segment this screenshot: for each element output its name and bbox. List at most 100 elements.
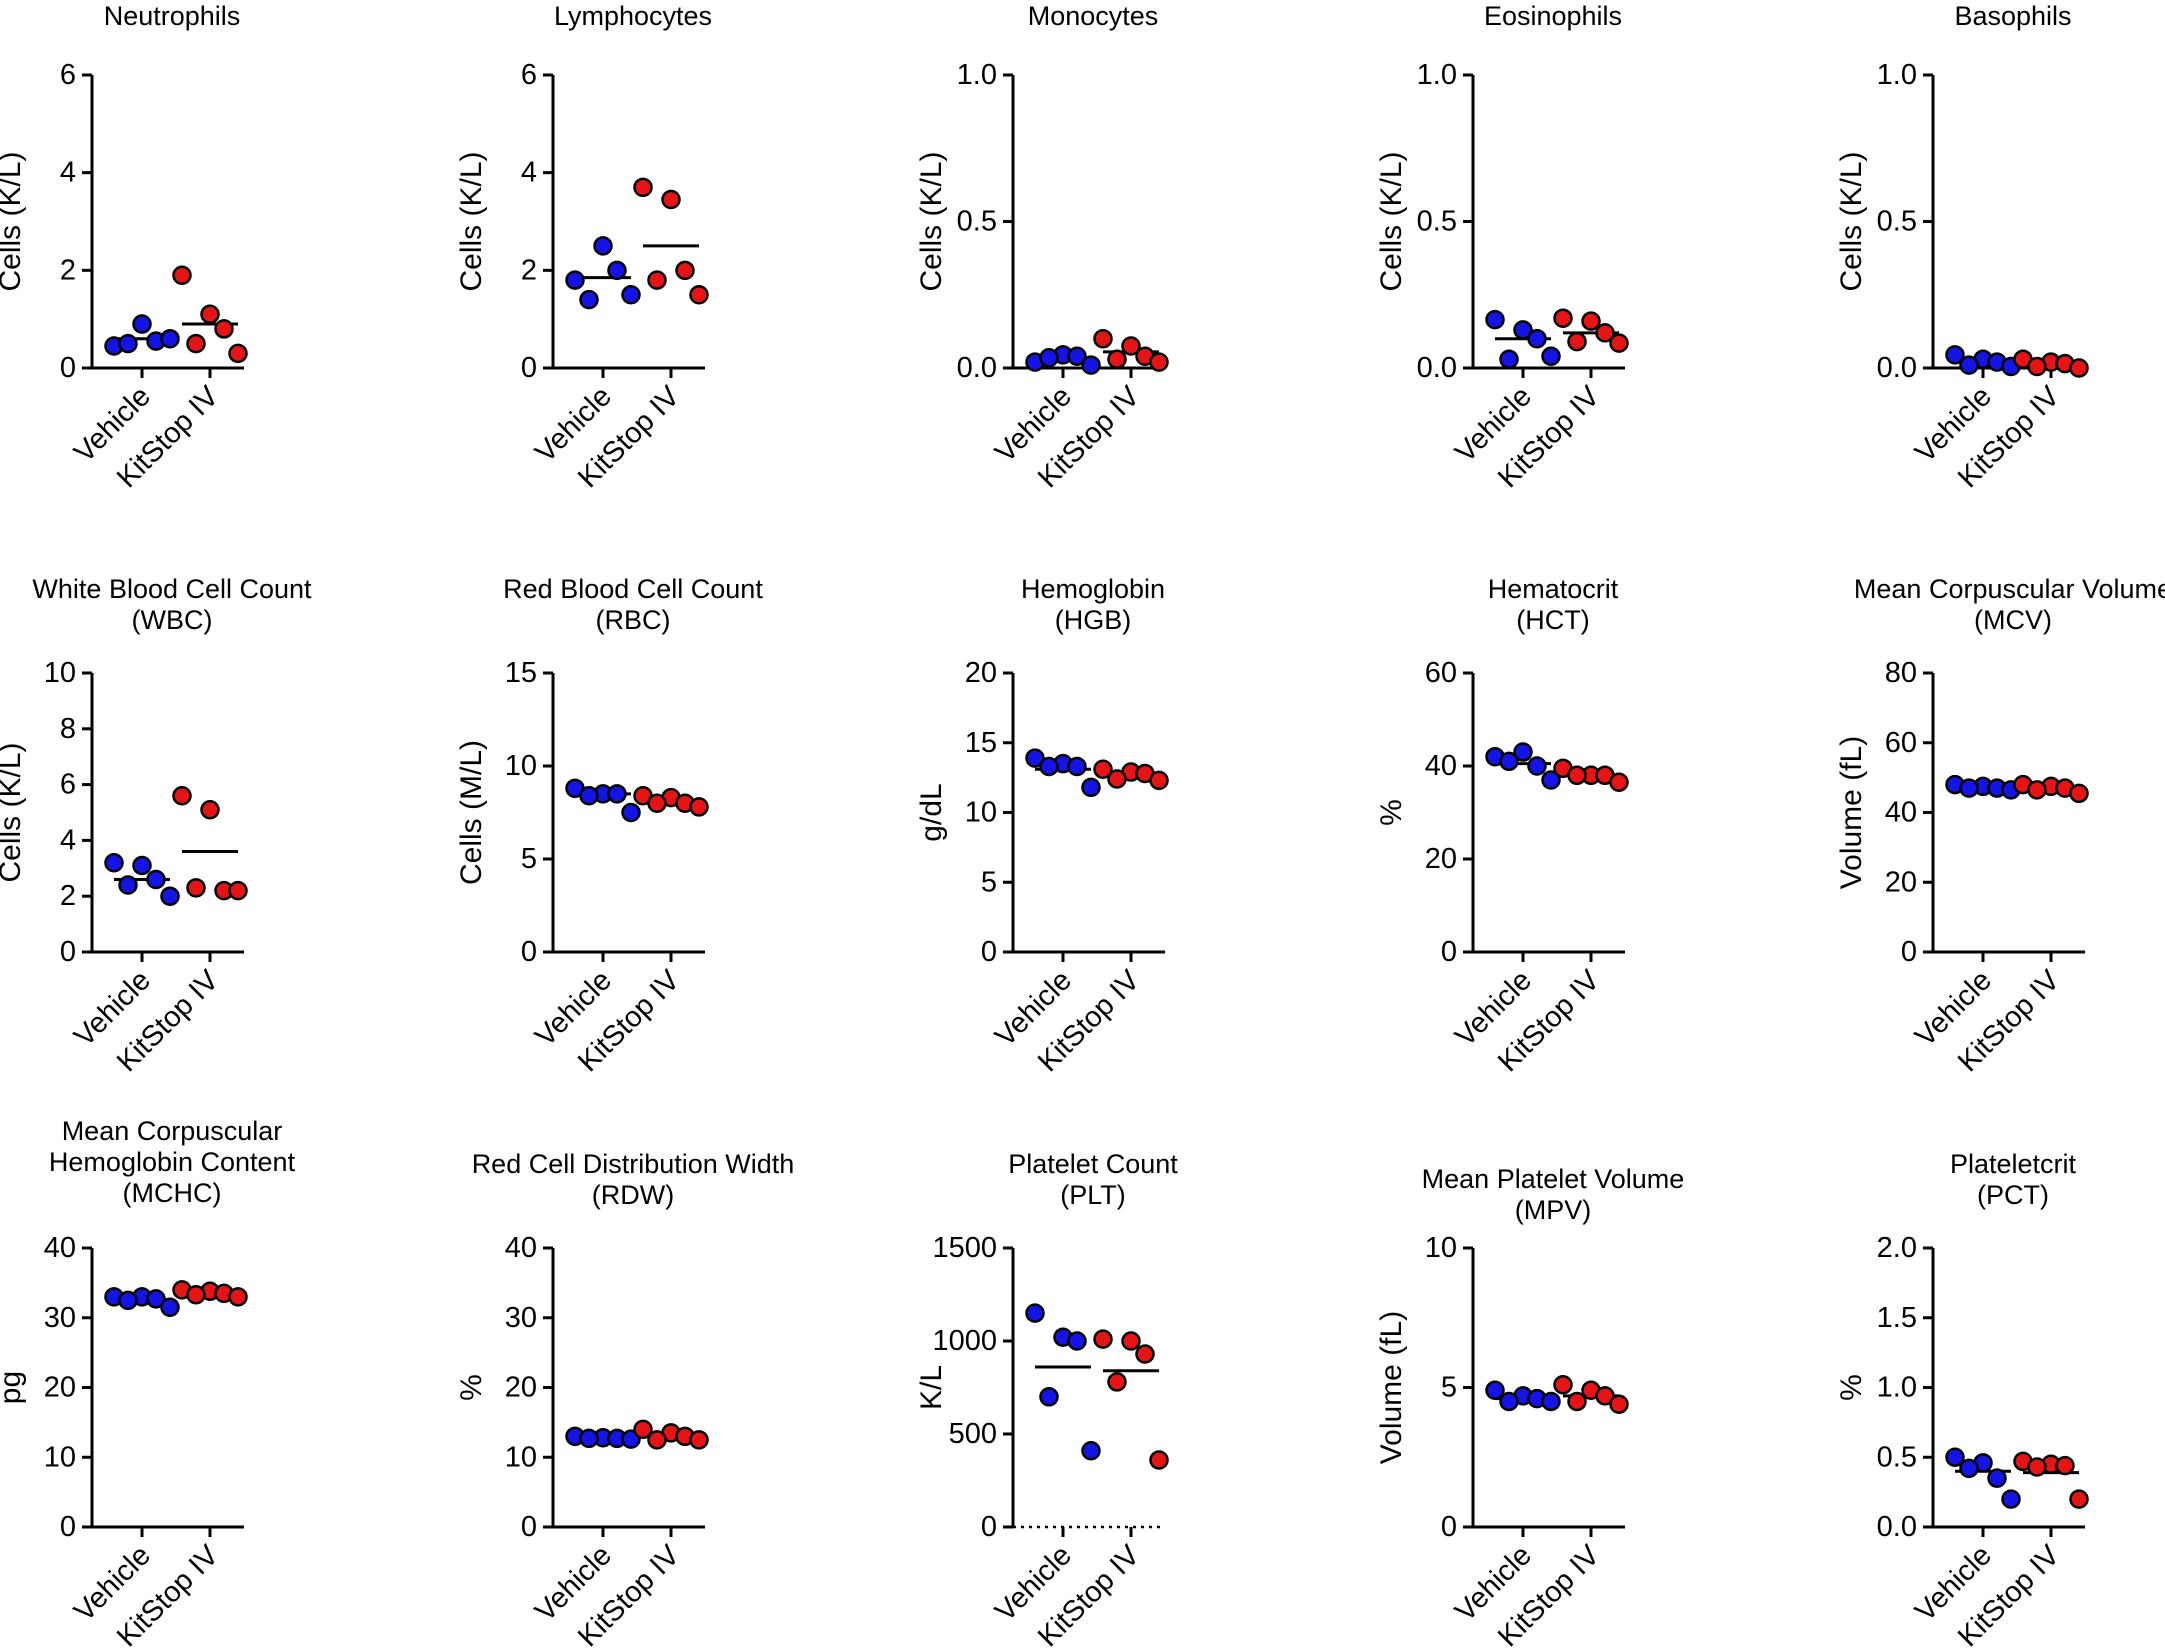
y-tick-label: 15	[965, 727, 997, 759]
y-tick-label: 0	[521, 352, 537, 384]
y-tick-label: 6	[60, 59, 76, 91]
data-point	[1609, 772, 1629, 793]
panel-title-line: Monocytes	[1028, 1, 1159, 31]
data-point	[1567, 765, 1587, 786]
y-axis-label: %	[455, 1374, 488, 1401]
y-tick-label: 500	[949, 1418, 997, 1450]
data-point	[200, 799, 220, 820]
data-point	[633, 177, 653, 198]
panel-8: Hemoglobin(HGB)g/dL05101520VehicleKitSto…	[915, 574, 1169, 1078]
y-axis-label: g/dL	[915, 783, 948, 841]
data-point	[1485, 1380, 1505, 1401]
y-tick-label: 0.5	[1877, 206, 1917, 238]
data-point	[593, 236, 613, 256]
y-axis-label: Cells (M/L)	[455, 740, 488, 885]
data-point	[186, 878, 206, 898]
data-point	[1107, 349, 1127, 369]
data-point	[1609, 333, 1629, 353]
y-tick-label: 4	[60, 824, 76, 856]
data-point	[228, 1287, 248, 1307]
data-point	[579, 786, 599, 806]
data-point	[565, 270, 585, 290]
data-point	[1595, 323, 1615, 343]
data-point	[1527, 756, 1547, 776]
y-tick-label: 40	[1885, 797, 1917, 829]
y-tick-label: 20	[44, 1372, 76, 1404]
data-point	[1595, 1386, 1615, 1406]
data-point	[160, 328, 180, 349]
y-tick-label: 80	[1885, 657, 1917, 689]
y-tick-label: 10	[505, 1441, 537, 1473]
y-axis-label: Volume (fL)	[1375, 1311, 1408, 1464]
y-tick-label: 10	[505, 750, 537, 782]
panel-13: Platelet Count(PLT)K/L050010001500Vehicl…	[915, 1149, 1178, 1649]
panel-title-line: Eosinophils	[1484, 1, 1622, 31]
data-point	[1107, 1372, 1127, 1392]
data-point	[621, 802, 641, 823]
data-point	[1945, 1447, 1965, 1467]
data-point	[579, 289, 599, 310]
panel-title-line: Mean Corpuscular Volume	[1854, 574, 2165, 604]
data-point	[1039, 1387, 1059, 1407]
y-tick-label: 40	[44, 1232, 76, 1264]
data-point	[228, 880, 248, 901]
panel-title-line: Plateletcrit	[1950, 1149, 2077, 1179]
y-tick-label: 40	[1425, 750, 1457, 782]
data-point	[1499, 1391, 1519, 1412]
y-tick-label: 0	[1441, 936, 1457, 968]
data-point	[621, 285, 641, 305]
data-point	[1959, 1458, 1979, 1479]
data-point	[160, 886, 180, 906]
data-point	[1581, 311, 1601, 331]
data-point	[689, 1430, 709, 1450]
panel-title-line: Hemoglobin Content	[49, 1147, 296, 1177]
y-tick-label: 5	[521, 843, 537, 875]
y-tick-label: 10	[965, 797, 997, 829]
data-point	[1553, 1374, 1573, 1395]
data-point	[2027, 1457, 2047, 1477]
y-tick-label: 20	[1885, 866, 1917, 898]
panel-12: Red Cell Distribution Width(RDW)% 0 10 20 30…	[455, 1149, 794, 1649]
data-point	[689, 285, 709, 305]
data-point	[1499, 751, 1519, 772]
panel-15: Plateletcrit(PCT)%0.00.51.01.52.0Vehicle…	[1835, 1149, 2089, 1649]
data-point	[1121, 1331, 1141, 1351]
y-tick-label: 20	[965, 657, 997, 689]
data-point	[146, 1289, 166, 1309]
data-point	[214, 319, 234, 339]
y-tick-label: 0	[60, 352, 76, 384]
data-point	[1025, 1303, 1045, 1323]
data-point	[1067, 756, 1087, 777]
y-tick-label: 6	[60, 769, 76, 801]
data-point	[607, 784, 627, 804]
data-point	[186, 1284, 206, 1305]
data-point	[1485, 309, 1505, 330]
data-point	[675, 260, 695, 281]
data-point	[2055, 1455, 2075, 1476]
data-point	[118, 1290, 138, 1311]
panel-title-line: Neutrophils	[104, 1, 241, 31]
data-point	[146, 869, 166, 890]
data-point	[1149, 352, 1169, 372]
data-point	[2001, 1489, 2021, 1509]
data-point	[118, 875, 138, 895]
data-point	[1081, 355, 1101, 375]
data-point	[132, 314, 152, 334]
y-axis-label: Cells (K/L)	[455, 151, 488, 291]
data-point	[172, 786, 192, 806]
data-point	[1609, 1394, 1629, 1414]
y-tick-label: 15	[505, 657, 537, 689]
data-point	[1553, 308, 1573, 328]
y-tick-label: 0	[60, 936, 76, 968]
data-point	[647, 1430, 667, 1450]
data-point	[633, 1419, 653, 1440]
y-tick-label: 1.0	[957, 59, 997, 91]
y-tick-label: 10	[44, 657, 76, 689]
data-point	[228, 343, 248, 364]
panel-14: Mean Platelet Volume(MPV) Volume (fL) 0 5 10…	[1375, 1164, 1684, 1649]
panel-title-line: Mean Corpuscular	[62, 1116, 283, 1146]
data-point	[1093, 759, 1113, 780]
y-tick-label: 40	[505, 1232, 537, 1264]
